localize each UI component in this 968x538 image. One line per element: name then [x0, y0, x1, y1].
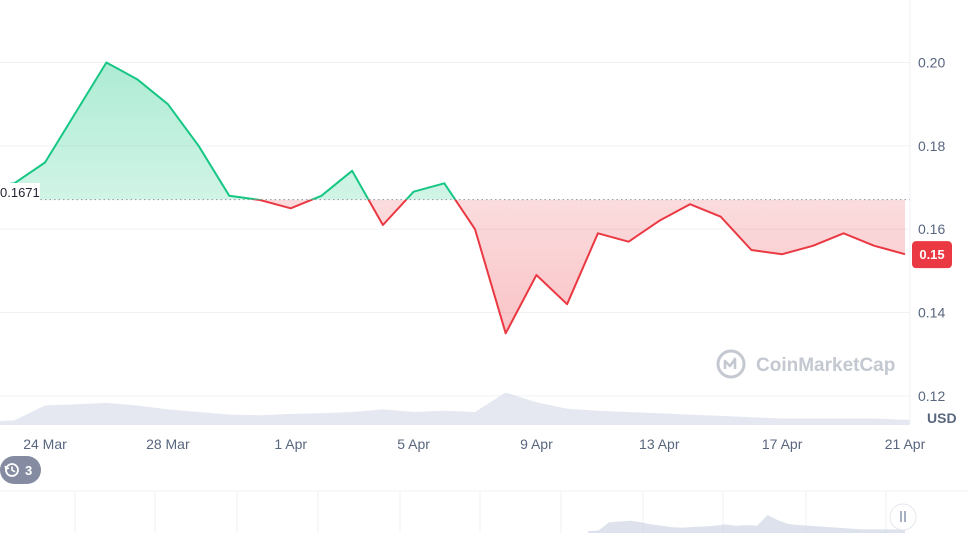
- price-area-fill: [0, 62, 905, 334]
- baseline-label-bg: [0, 183, 40, 201]
- y-tick-label: 0.20: [918, 55, 945, 71]
- current-price-badge: 0.15: [912, 241, 952, 269]
- x-tick-label: 28 Mar: [146, 436, 190, 452]
- range-navigator[interactable]: [0, 490, 968, 533]
- volume-shape: [0, 392, 910, 425]
- current-price-label: 0.15: [919, 247, 944, 262]
- y-tick-label: 0.18: [918, 138, 945, 154]
- history-icon: [4, 463, 19, 477]
- volume-area: [0, 392, 910, 425]
- x-tick-label: 1 Apr: [274, 436, 307, 452]
- navigator-volume: [588, 515, 905, 533]
- x-tick-label: 13 Apr: [639, 436, 680, 452]
- x-tick-label: 24 Mar: [23, 436, 67, 452]
- baseline-label: 0.1671: [0, 185, 40, 200]
- navigator-handle[interactable]: [889, 503, 917, 531]
- x-tick-label: 9 Apr: [520, 436, 553, 452]
- x-axis-ticks: 24 Mar 28 Mar 1 Apr 5 Apr 9 Apr 13 Apr 17 Apr 2…: [23, 436, 925, 452]
- handle-grip-icon-2: [904, 511, 906, 522]
- history-badge-bg[interactable]: [0, 456, 41, 484]
- x-tick-label: 21 Apr: [885, 436, 926, 452]
- price-area-below: [0, 199, 905, 334]
- coinmarketcap-logo-icon: [716, 349, 746, 379]
- price-line: [0, 61, 906, 335]
- x-tick-label: 5 Apr: [397, 436, 430, 452]
- currency-label: USD: [927, 410, 957, 426]
- price-area-above: [0, 62, 456, 200]
- y-tick-label: 0.16: [918, 221, 945, 237]
- y-tick-label: 0.14: [918, 305, 945, 321]
- watermark-text: CoinMarketCap: [756, 355, 895, 376]
- history-count: 3: [25, 463, 32, 478]
- current-price-badge-bg: [912, 241, 952, 269]
- price-line-up: [0, 61, 457, 200]
- price-line-down: [249, 199, 906, 335]
- y-axis-ticks: 0.12 0.14 0.16 0.18 0.20: [918, 55, 945, 404]
- navigator-handle-circle[interactable]: [889, 503, 917, 531]
- watermark: CoinMarketCap: [716, 349, 895, 379]
- history-badge[interactable]: 3: [0, 456, 41, 484]
- y-tick-label: 0.12: [918, 388, 945, 404]
- handle-grip-icon: [900, 511, 902, 522]
- x-tick-label: 17 Apr: [762, 436, 803, 452]
